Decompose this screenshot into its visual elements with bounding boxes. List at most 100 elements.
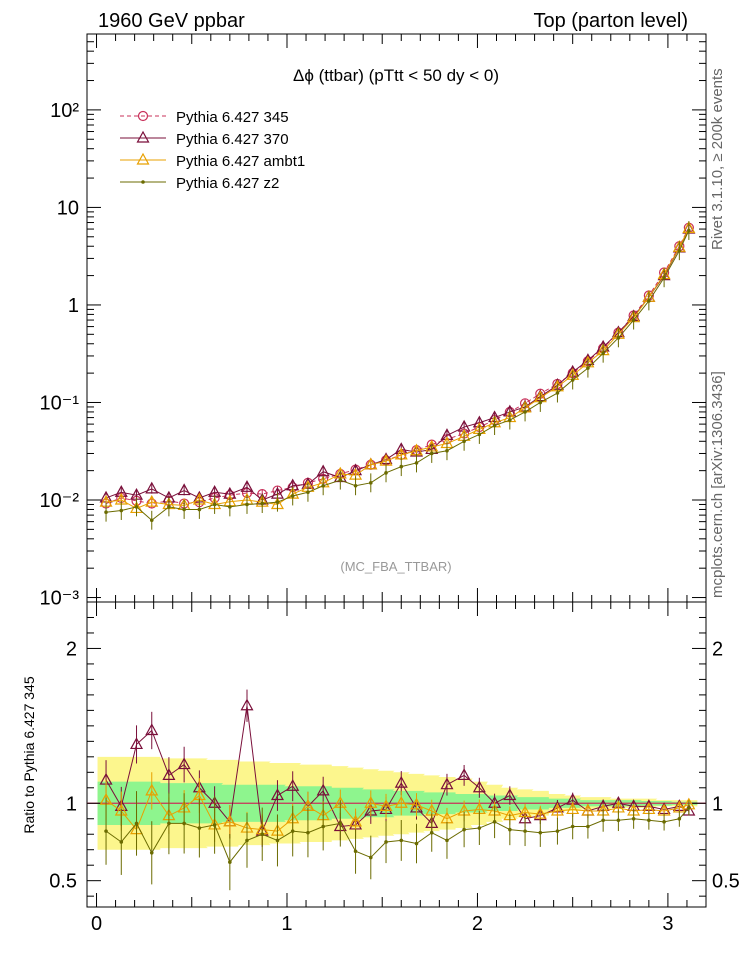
- data-point: [182, 507, 186, 512]
- data-point: [616, 818, 621, 823]
- data-point: [149, 518, 154, 523]
- process-label: Top (parton level): [533, 10, 688, 32]
- data-point: [290, 494, 295, 498]
- data-point: [457, 768, 471, 781]
- data-point: [145, 723, 159, 736]
- data-point: [533, 806, 547, 819]
- data-point: [492, 423, 497, 428]
- data-point: [677, 816, 682, 821]
- data-point: [394, 775, 408, 788]
- x-tick-label: 0: [91, 913, 102, 935]
- data-point: [321, 824, 325, 829]
- data-point: [508, 418, 512, 422]
- ratio-frame: [86, 601, 707, 908]
- data-point: [306, 830, 310, 835]
- data-point: [145, 783, 159, 796]
- data-point: [275, 500, 280, 504]
- y-tick-label: 10⁻¹: [40, 392, 80, 414]
- data-point: [197, 826, 202, 830]
- data-point: [379, 799, 393, 811]
- series-line-0: [105, 227, 690, 505]
- y-tick-label: 10: [57, 197, 79, 219]
- data-point: [290, 829, 295, 833]
- data-point: [275, 838, 280, 843]
- y-tick-label: 10²: [50, 100, 79, 122]
- data-point: [338, 478, 343, 482]
- y-tick-label: 0.5: [712, 871, 740, 893]
- data-point: [662, 820, 666, 824]
- legend-marker: [141, 180, 145, 184]
- data-point: [270, 788, 284, 801]
- data-point: [414, 461, 419, 465]
- data-point: [212, 823, 217, 827]
- data-point: [104, 510, 108, 514]
- data-point: [523, 410, 527, 414]
- legend-marker: [137, 110, 149, 122]
- data-point: [384, 471, 388, 475]
- data-point: [394, 796, 408, 808]
- series-line-2: [105, 228, 690, 509]
- data-point: [119, 508, 124, 513]
- data-point: [134, 505, 139, 509]
- data-point: [414, 841, 419, 846]
- ratio-uncertainty-bands: [87, 756, 706, 850]
- main-title: Δϕ (ttbar) (pTtt < 50 dy < 0): [293, 66, 499, 85]
- data-point: [647, 818, 651, 823]
- data-point: [177, 757, 191, 770]
- data-point: [462, 439, 466, 444]
- data-point: [477, 826, 482, 830]
- data-point: [245, 838, 249, 843]
- data-point: [286, 778, 300, 791]
- data-point: [662, 275, 666, 280]
- main-series-group: [99, 221, 696, 530]
- data-point: [477, 432, 482, 437]
- data-point: [145, 481, 159, 494]
- data-point: [149, 851, 154, 855]
- data-point: [240, 698, 254, 711]
- data-point: [167, 505, 171, 509]
- data-point: [260, 501, 265, 506]
- data-point: [555, 829, 560, 833]
- ratio-y-label: Ratio to Pythia 6.427 345: [21, 676, 37, 833]
- data-point: [508, 827, 512, 832]
- y-tick-label: 0.5: [49, 871, 77, 893]
- data-point: [353, 483, 358, 488]
- data-point: [316, 783, 330, 796]
- data-point: [586, 366, 590, 370]
- data-point: [364, 796, 378, 808]
- data-point: [212, 502, 217, 507]
- data-point: [472, 780, 486, 793]
- data-point: [409, 797, 424, 810]
- data-point: [677, 248, 682, 253]
- data-point: [353, 849, 358, 854]
- data-point: [445, 448, 449, 453]
- data-point: [240, 480, 254, 492]
- data-point: [570, 824, 575, 829]
- data-point: [399, 838, 404, 843]
- data-point: [368, 481, 373, 485]
- ratio-series-group: [99, 689, 696, 891]
- legend-label: Pythia 6.427 ambt1: [176, 153, 305, 170]
- data-point: [631, 816, 636, 821]
- data-point: [550, 803, 564, 816]
- data-point: [384, 840, 388, 844]
- data-point: [145, 494, 159, 507]
- data-point: [462, 827, 466, 832]
- data-point: [631, 318, 636, 322]
- data-point: [687, 228, 691, 233]
- data-point: [306, 490, 310, 495]
- data-point: [338, 821, 343, 826]
- data-point: [687, 806, 691, 810]
- energy-label: 1960 GeV ppbar: [98, 10, 245, 32]
- legend-label: Pythia 6.427 z2: [176, 175, 279, 192]
- data-point: [440, 777, 454, 790]
- x-axis: 0 1 2 3: [91, 602, 707, 935]
- x-tick-label: 1: [281, 913, 292, 935]
- data-point: [119, 840, 124, 844]
- legend-marker: [136, 152, 150, 165]
- ratio-panel: 0.5 0.5 1 1 2 2 0 1 2 3 Ratio to Pythia 6.427 34…: [21, 601, 740, 935]
- legend-marker: [136, 130, 150, 143]
- data-point: [566, 802, 580, 815]
- x-tick-label: 3: [662, 913, 673, 935]
